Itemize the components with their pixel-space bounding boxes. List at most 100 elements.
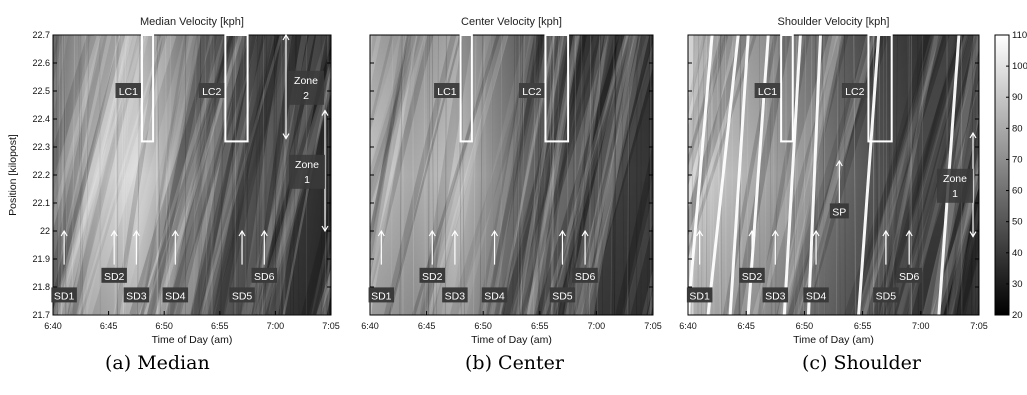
heatmap-streak — [931, 164, 979, 315]
heatmap-texture — [888, 35, 891, 315]
sd-label-bg — [162, 287, 189, 303]
heatmap-streak — [960, 217, 979, 315]
heatmap-texture — [517, 35, 520, 315]
heatmap-streak — [526, 35, 580, 315]
heatmap-texture — [610, 35, 615, 315]
heatmap-texture — [878, 35, 880, 315]
heatmap-texture — [242, 35, 247, 315]
arrow-head — [748, 229, 756, 237]
heatmap-streak — [757, 35, 810, 315]
arrow-head — [882, 229, 890, 237]
zone-label: Zone — [295, 159, 319, 171]
x-tick-label: 6:40 — [361, 321, 379, 331]
x-tick-label: 6:50 — [155, 321, 173, 331]
sd-label-bg — [481, 287, 508, 303]
heatmap-texture — [853, 35, 856, 315]
heatmap-streak — [1021, 35, 1027, 315]
chart-title: Median Velocity [kph] — [140, 16, 244, 28]
heatmap-texture — [697, 35, 700, 315]
heatmap-streak — [199, 35, 283, 315]
heatmap-texture — [701, 35, 705, 315]
heatmap-texture — [78, 35, 82, 315]
heatmap-texture — [775, 35, 779, 315]
sd-label: SD4 — [165, 290, 186, 302]
heatmap-texture — [520, 35, 525, 315]
heatmap-texture — [279, 35, 282, 315]
heatmap-streak — [515, 35, 565, 315]
heatmap-texture — [764, 35, 768, 315]
arrow-head — [812, 229, 820, 237]
zone-arrow-bottom — [969, 231, 977, 238]
heatmap-texture — [821, 35, 826, 315]
heatmap-streak — [946, 117, 979, 315]
heatmap-streak — [788, 35, 885, 315]
heatmap-texture — [533, 35, 536, 315]
zone-arrow-top — [969, 131, 977, 139]
arrow-head — [581, 229, 589, 237]
heatmap-streak — [135, 35, 202, 315]
sd-label-bg — [51, 287, 77, 303]
sd-label-bg — [101, 267, 127, 283]
heatmap-streak — [77, 35, 149, 315]
sd-label-bg — [368, 287, 395, 303]
heatmap-streak — [520, 35, 602, 315]
heatmap-streak — [370, 35, 434, 297]
heatmap-shade — [53, 36, 331, 314]
heatmap-texture — [85, 35, 88, 315]
heatmap-streak — [563, 35, 609, 315]
heatmap-texture — [769, 35, 772, 315]
heatmap-texture — [410, 35, 415, 315]
shoulder-trace — [688, 35, 714, 315]
arrow-head — [696, 229, 704, 237]
heatmap-streak — [164, 35, 248, 315]
heatmap-texture — [458, 35, 462, 315]
sd-label-bg — [229, 287, 255, 303]
x-tick-label: 6:55 — [531, 321, 549, 331]
heatmap-texture — [853, 35, 857, 315]
heatmap-streak — [857, 35, 940, 315]
arrow-head — [835, 159, 843, 167]
heatmap-streak — [524, 35, 619, 315]
heatmap-streak — [1008, 35, 1027, 315]
heatmap-streak — [494, 35, 584, 315]
y-tick-label: 22.5 — [32, 86, 50, 96]
heatmap-texture — [557, 35, 559, 315]
heatmap-streak — [856, 35, 943, 315]
heatmap-streak — [212, 35, 273, 315]
shoulder-trace — [806, 35, 822, 315]
arrow-head — [238, 229, 246, 237]
heatmap-texture — [521, 35, 524, 315]
arrow-head — [110, 229, 118, 237]
x-tick-label: 6:55 — [854, 321, 872, 331]
heatmap-texture — [612, 35, 617, 315]
sd-label-bg — [803, 287, 829, 303]
heatmap-texture — [516, 35, 519, 315]
y-tick-label: 21.7 — [32, 310, 50, 320]
heatmap-streak — [953, 174, 979, 315]
colorbar-tick-label: 20 — [1012, 310, 1023, 321]
heatmap-streak — [1013, 35, 1027, 315]
x-tick-label: 6:50 — [474, 321, 492, 331]
heatmap-texture — [835, 35, 839, 315]
heatmap-streak — [877, 35, 932, 315]
heatmap-texture — [710, 35, 713, 315]
heatmap-streak — [688, 35, 727, 169]
colorbar-tick-label: 110 — [1012, 30, 1027, 41]
zone-label-number: 1 — [304, 174, 310, 186]
sd-label: SD5 — [552, 290, 573, 302]
heatmap-streak — [481, 35, 534, 315]
x-tick-label: 7:00 — [588, 321, 606, 331]
heatmap-streak — [204, 35, 280, 315]
heatmap-texture — [157, 35, 159, 315]
heatmap-texture — [484, 35, 487, 315]
heatmap-streak — [312, 236, 331, 315]
heatmap-texture — [621, 35, 625, 315]
zone-label: Zone — [943, 173, 967, 185]
heatmap-streak — [542, 35, 629, 315]
heatmap-texture — [200, 35, 203, 315]
heatmap-streak — [688, 35, 749, 237]
x-axis-label: Time of Day (am) — [793, 334, 874, 346]
x-tick-label: 6:40 — [44, 321, 62, 331]
shoulder-trace — [857, 35, 881, 315]
chart-title: Shoulder Velocity [kph] — [778, 16, 890, 28]
